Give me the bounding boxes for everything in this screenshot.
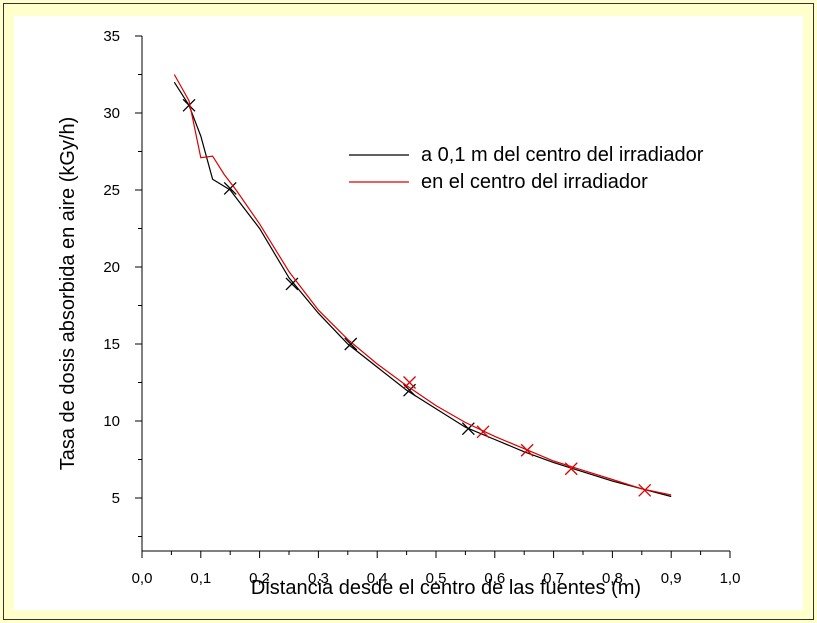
- marker-stroke: [520, 443, 534, 457]
- x-tick-label: 0,5: [426, 570, 447, 587]
- series-2-marker: [403, 376, 416, 389]
- marker-stroke: [461, 422, 475, 436]
- x-axis-title: Distancia desde el centro de las fuentes…: [251, 577, 641, 599]
- series-1-marker: [182, 98, 196, 112]
- y-tick-label: 30: [103, 105, 120, 122]
- legend-label-2: en el centro del irradiador: [421, 171, 648, 193]
- y-tick-label: 35: [103, 28, 120, 45]
- y-tick-label: 25: [103, 182, 120, 199]
- marker-stroke: [403, 376, 416, 389]
- chart-panel: 5 10 15 20 25 30 35 0,0 0,1 0,2 0,3 0,4 0,5 0,6 0,7 0,8…: [14, 16, 803, 610]
- chart-svg: 5 10 15 20 25 30 35 0,0 0,1 0,2 0,3 0,4 0,5 0,6 0,7 0,8…: [57, 28, 740, 599]
- series-1-marker: [344, 337, 358, 351]
- x-tick-label: 0,0: [132, 570, 153, 587]
- marker-stroke: [344, 337, 358, 351]
- chart-frame: 5 10 15 20 25 30 35 0,0 0,1 0,2 0,3 0,4 0,5 0,6 0,7 0,8…: [3, 3, 814, 620]
- x-tick-label: 0,3: [308, 570, 329, 587]
- marker-stroke: [638, 483, 652, 497]
- y-tick-label: 5: [112, 490, 120, 507]
- x-tick-label: 0,4: [367, 570, 388, 587]
- marker-stroke: [182, 98, 196, 112]
- series-1-marker: [461, 422, 475, 436]
- series-1-marker: [285, 277, 299, 291]
- x-tick-label: 0,7: [543, 570, 564, 587]
- series-line-1: [173, 81, 672, 498]
- legend: a 0,1 m del centro del irradiador en el c…: [349, 144, 704, 193]
- x-tick-label: 1,0: [720, 570, 741, 587]
- y-tick-label: 15: [103, 336, 120, 353]
- x-tick-label: 0,8: [602, 570, 623, 587]
- series-2-marker: [564, 462, 578, 476]
- x-tick-label: 0,1: [190, 570, 211, 587]
- y-tick-label: 20: [103, 259, 120, 276]
- series-layer: [173, 74, 672, 498]
- x-tick-label: 0,2: [249, 570, 270, 587]
- marker-stroke: [564, 462, 578, 476]
- marker-stroke: [476, 425, 490, 439]
- axes: 5 10 15 20 25 30 35 0,0 0,1 0,2 0,3 0,4 0,5 0,6 0,7 0,8…: [103, 28, 740, 587]
- legend-label-1: a 0,1 m del centro del irradiador: [421, 144, 704, 166]
- y-tick-label: 10: [103, 413, 120, 430]
- series-line-2: [173, 74, 672, 496]
- x-tick-label: 0,6: [484, 570, 505, 587]
- marker-stroke: [223, 182, 237, 195]
- series-2-marker: [476, 425, 490, 439]
- series-2-marker: [520, 443, 534, 457]
- y-axis-title: Tasa de dosis absorbida en aire (kGy/h): [57, 117, 79, 471]
- series-2-marker: [638, 483, 652, 497]
- x-tick-label: 0,9: [661, 570, 682, 587]
- series-1-marker: [223, 182, 237, 195]
